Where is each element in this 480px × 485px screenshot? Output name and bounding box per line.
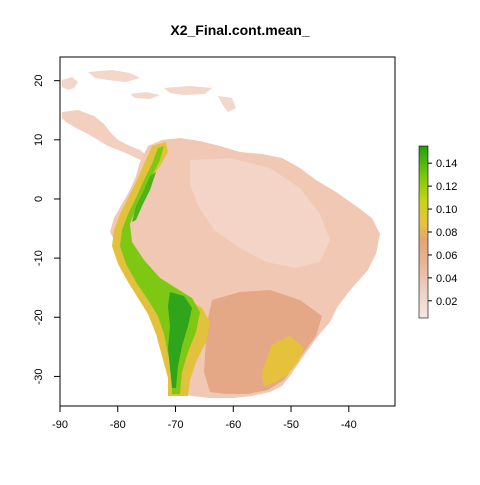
x-axis: -90 -80 -70 -60 -50 -40	[52, 406, 357, 431]
x-tick-label: -50	[283, 419, 299, 431]
map-title: X2_Final.cont.mean_	[170, 22, 310, 38]
x-tick-label: -70	[168, 419, 184, 431]
legend-tick-label: 0.10	[436, 204, 457, 216]
legend-tick-label: 0.04	[436, 273, 457, 285]
interior-lowlands	[190, 158, 330, 268]
x-tick-label: -90	[52, 419, 68, 431]
legend-tick-label: 0.08	[436, 227, 457, 239]
map-layers	[62, 70, 380, 398]
y-tick-label: -10	[33, 250, 45, 266]
y-tick-label: -20	[33, 309, 45, 325]
andes-peak-highs	[168, 292, 192, 388]
x-tick-label: -40	[341, 419, 357, 431]
y-tick-label: 0	[33, 196, 45, 202]
legend-tick-label: 0.12	[436, 181, 457, 193]
caribbean-islands	[62, 70, 236, 112]
southern-yellow-band	[262, 336, 304, 386]
andes-north-highs	[132, 172, 156, 222]
legend-tick-label: 0.14	[436, 158, 457, 170]
legend-axis: 0.02 0.04 0.06 0.08 0.10 0.12 0.14	[428, 158, 457, 308]
x-tick-label: -80	[110, 419, 126, 431]
y-axis: -30 -20 -10 0 10 20	[33, 75, 60, 384]
x-tick-label: -60	[225, 419, 241, 431]
y-tick-label: 10	[33, 134, 45, 146]
y-tick-label: -30	[33, 368, 45, 384]
y-tick-label: 20	[33, 75, 45, 87]
legend-colorbar	[418, 145, 429, 319]
plot-border	[59, 56, 396, 407]
legend-tick-label: 0.06	[436, 250, 457, 262]
central-america-landmass	[62, 110, 150, 162]
legend-tick-label: 0.02	[436, 296, 457, 308]
